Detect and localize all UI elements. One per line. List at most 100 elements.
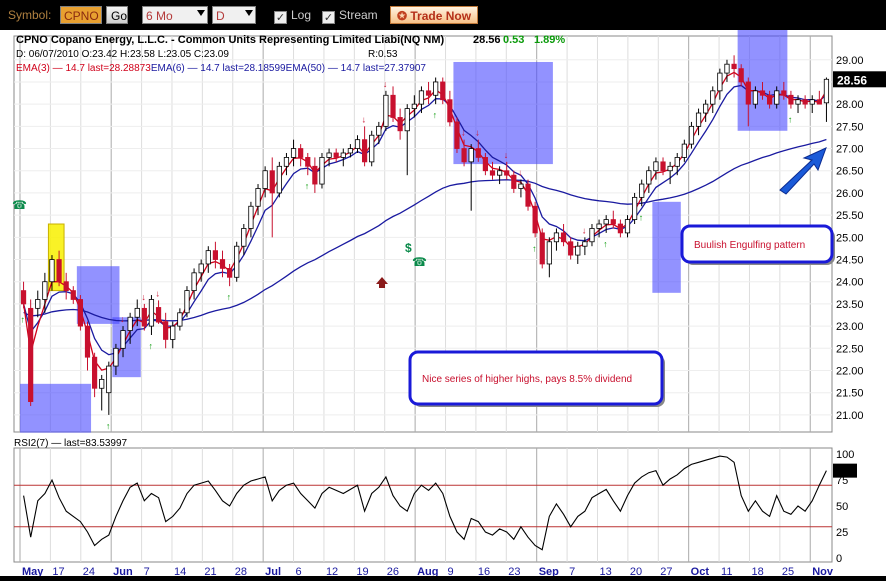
candle [425, 90, 432, 96]
chevron-down-icon [245, 10, 253, 16]
x-tick-label: Aug [417, 566, 438, 576]
candle [553, 232, 560, 243]
candle [56, 259, 62, 283]
y-tick-label: 22.00 [836, 366, 864, 378]
x-tick-label: 26 [387, 566, 399, 576]
x-tick-label: Jul [265, 566, 281, 576]
candle [234, 245, 240, 278]
chevron-down-icon [197, 10, 205, 16]
interval-select[interactable]: D [212, 6, 256, 24]
arrow-icon [779, 147, 827, 195]
candle [738, 68, 744, 83]
candle [795, 99, 801, 105]
candle [298, 148, 304, 158]
candle [774, 90, 780, 105]
y-tick-label: 29.00 [836, 55, 864, 67]
candle [589, 228, 595, 243]
candle [390, 94, 396, 118]
candle [639, 183, 645, 198]
candle [312, 165, 318, 185]
stream-checkbox[interactable]: ✓ Stream [322, 6, 378, 24]
buy-arrow-icon: ↑ [227, 292, 232, 302]
x-tick-label: 16 [478, 566, 490, 576]
candle [212, 250, 218, 260]
candle [120, 330, 126, 349]
chart-text: CPNO Copano Energy, L.L.C. - Common Unit… [12, 34, 867, 578]
candle [688, 125, 695, 145]
annotation-bullish-text: Buulish Engulfing pattern [694, 240, 805, 251]
y-tick-label: 28.50 [836, 77, 864, 89]
ema3-readout: EMA(3) — 14.7 last=28.28873 [16, 63, 151, 74]
log-checkbox[interactable]: ✓ Log [274, 6, 311, 24]
y-tick-label: 21.00 [836, 410, 864, 422]
sell-arrow-icon: ↓ [518, 168, 523, 178]
candle [440, 81, 446, 101]
candle [77, 299, 83, 327]
trade-now-button[interactable]: ✪ Trade Now [390, 6, 479, 24]
phone-icon: ☎ [12, 198, 27, 212]
x-tick-label: 11 [721, 566, 732, 576]
buy-arrow-icon: ↑ [603, 239, 608, 249]
x-tick-label: Jun [113, 566, 133, 576]
candle [383, 94, 389, 127]
y-tick-label: 26.50 [836, 166, 864, 178]
candle [397, 117, 403, 132]
candle [141, 307, 147, 327]
candle [255, 188, 261, 207]
x-tick-label: 7 [144, 566, 150, 576]
candle [269, 170, 275, 194]
candle [475, 148, 481, 158]
candle [603, 219, 609, 225]
checkbox-icon: ✓ [274, 11, 287, 24]
x-tick-label: 21 [204, 566, 216, 576]
candle [262, 170, 268, 189]
candle [532, 205, 538, 234]
candle [28, 307, 34, 402]
highlight-box [76, 266, 120, 324]
x-tick-label: 17 [52, 566, 64, 576]
candle [113, 347, 119, 367]
period-select[interactable]: 6 Mo [142, 6, 208, 24]
annotation-higher-highs [408, 350, 664, 406]
candle [134, 307, 140, 318]
candle [809, 99, 815, 105]
highlight-box [112, 317, 141, 378]
ema6-readout: EMA(6) — 14.7 last=28.18599 [151, 63, 286, 74]
candle [674, 157, 680, 167]
candle [546, 241, 552, 265]
highlight-box [652, 201, 681, 293]
candle [610, 219, 616, 225]
candle [489, 170, 496, 176]
candle [653, 161, 659, 172]
candle [511, 174, 517, 189]
candle [248, 205, 254, 229]
buy-arrow-icon: ↑ [639, 212, 644, 222]
y-tick-label: 28.00 [836, 99, 864, 111]
buy-arrow-icon: ↑ [305, 181, 310, 191]
log-label: Log [291, 8, 312, 22]
candle [63, 281, 69, 292]
candle [106, 365, 112, 394]
x-tick-label: 20 [630, 566, 642, 576]
y-tick-label: 27.00 [836, 144, 864, 156]
x-tick-label: 7 [569, 566, 575, 576]
candle [560, 232, 567, 243]
symbol-input[interactable]: CPNO [60, 6, 102, 24]
x-tick-label: 18 [751, 566, 763, 576]
rsi-pane [13, 447, 833, 563]
x-tick-label: 28 [235, 566, 247, 576]
candle [454, 121, 460, 149]
go-button[interactable]: Go [106, 6, 128, 24]
toolbar: Symbol: CPNO Go 6 Mo D ✓ Log ✓ Stream ✪ Tr… [0, 0, 886, 30]
ema50-readout: EMA(50) — 14.7 last=27.37907 [286, 63, 427, 74]
buy-arrow-icon: ↑ [148, 341, 153, 351]
trade-icon: ✪ [397, 9, 411, 23]
house-icon [376, 277, 388, 288]
sell-arrow-icon: ↓ [461, 128, 466, 138]
candle [227, 268, 233, 278]
candle [376, 125, 382, 136]
rsi-tick-label: 0 [836, 553, 842, 565]
chart-title: CPNO Copano Energy, L.L.C. - Common Unit… [16, 34, 445, 46]
candle [752, 90, 758, 105]
candle [710, 90, 716, 105]
